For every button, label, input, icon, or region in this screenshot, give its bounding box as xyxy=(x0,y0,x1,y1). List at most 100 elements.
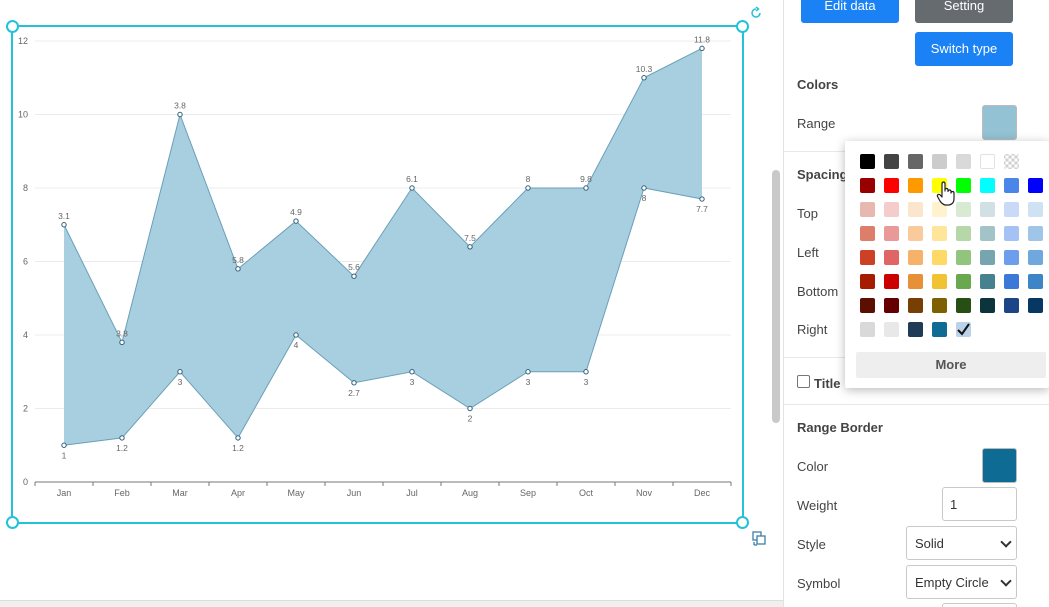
color-swatch[interactable] xyxy=(956,274,971,289)
color-swatch[interactable] xyxy=(1028,178,1043,193)
canvas-scrollbar-thumb[interactable] xyxy=(772,170,780,423)
rotate-icon[interactable] xyxy=(749,6,763,20)
upper-data-label: 6.1 xyxy=(406,174,418,184)
edit-data-button[interactable]: Edit data xyxy=(801,0,899,23)
color-swatch[interactable] xyxy=(1028,298,1043,313)
color-swatch[interactable] xyxy=(980,298,995,313)
color-swatch[interactable] xyxy=(932,274,947,289)
color-swatch[interactable] xyxy=(956,226,971,241)
more-colors-button[interactable]: More xyxy=(856,352,1046,378)
color-swatch[interactable] xyxy=(908,250,923,265)
title-checkbox-label[interactable]: Title xyxy=(814,376,841,391)
color-swatch[interactable] xyxy=(860,226,875,241)
lower-data-label: 1.2 xyxy=(116,443,128,453)
color-swatch[interactable] xyxy=(932,226,947,241)
symbol-select[interactable]: Empty Circle xyxy=(906,565,1017,599)
y-tick-label: 2 xyxy=(23,404,28,414)
spacing-bottom-label: Bottom xyxy=(797,284,839,299)
upper-data-label: 8 xyxy=(526,174,531,184)
color-swatch[interactable] xyxy=(1004,178,1019,193)
color-swatch[interactable] xyxy=(860,202,875,217)
lower-data-label: 3 xyxy=(178,377,183,387)
setting-button[interactable]: Setting xyxy=(915,0,1013,23)
color-swatch[interactable] xyxy=(980,274,995,289)
color-swatch[interactable] xyxy=(908,202,923,217)
color-swatch[interactable] xyxy=(932,154,947,169)
color-swatch[interactable] xyxy=(932,322,947,337)
color-swatch[interactable] xyxy=(1004,274,1019,289)
color-swatch[interactable] xyxy=(860,274,875,289)
color-swatch[interactable] xyxy=(1004,226,1019,241)
color-swatch[interactable] xyxy=(980,178,995,193)
color-swatch[interactable] xyxy=(1004,250,1019,265)
range-color-swatch[interactable] xyxy=(982,105,1017,140)
colors-section-title: Colors xyxy=(797,77,839,92)
x-tick-label: Jul xyxy=(406,488,418,498)
border-color-swatch[interactable] xyxy=(982,448,1017,483)
color-swatch[interactable] xyxy=(980,202,995,217)
color-swatch[interactable] xyxy=(908,322,923,337)
spacing-top-label: Top xyxy=(797,206,818,221)
color-swatch[interactable] xyxy=(1004,202,1019,217)
color-swatch[interactable] xyxy=(1028,274,1043,289)
spacing-left-label: Left xyxy=(797,245,819,260)
color-swatch[interactable] xyxy=(884,298,899,313)
color-swatch[interactable] xyxy=(860,154,875,169)
lower-data-label: 4 xyxy=(294,340,299,350)
resize-handle-bottom-left[interactable] xyxy=(6,516,19,529)
color-swatch[interactable] xyxy=(860,178,875,193)
resize-handle-top-right[interactable] xyxy=(736,20,749,33)
lower-data-label: 3 xyxy=(526,377,531,387)
x-tick-label: Feb xyxy=(114,488,130,498)
color-swatch[interactable] xyxy=(956,178,971,193)
duplicate-icon[interactable] xyxy=(751,530,769,548)
color-swatch[interactable] xyxy=(980,154,995,169)
style-select[interactable]: Solid xyxy=(906,526,1017,560)
upper-line xyxy=(63,47,703,344)
color-swatch[interactable] xyxy=(860,250,875,265)
lower-line xyxy=(63,187,703,446)
switch-type-button[interactable]: Switch type xyxy=(915,32,1013,66)
color-swatch[interactable] xyxy=(980,226,995,241)
symbol-label: Symbol xyxy=(797,576,841,591)
color-swatch[interactable] xyxy=(932,250,947,265)
title-checkbox[interactable] xyxy=(797,375,810,388)
color-swatch[interactable] xyxy=(1028,250,1043,265)
color-swatch[interactable] xyxy=(932,298,947,313)
x-tick-label: Dec xyxy=(694,488,711,498)
x-tick-label: Jan xyxy=(57,488,72,498)
color-swatch[interactable] xyxy=(884,178,899,193)
color-swatch[interactable] xyxy=(932,202,947,217)
color-swatch[interactable] xyxy=(908,154,923,169)
color-swatch[interactable] xyxy=(1028,226,1043,241)
upper-data-label: 7.5 xyxy=(464,233,476,243)
color-swatch[interactable] xyxy=(908,274,923,289)
color-swatch[interactable] xyxy=(884,154,899,169)
chart-selection-frame[interactable] xyxy=(11,25,744,524)
color-swatch[interactable] xyxy=(956,250,971,265)
color-swatch[interactable] xyxy=(956,298,971,313)
color-swatch[interactable] xyxy=(956,154,971,169)
color-swatch[interactable] xyxy=(1028,202,1043,217)
color-swatch[interactable] xyxy=(908,226,923,241)
color-swatch[interactable] xyxy=(884,250,899,265)
color-swatch[interactable] xyxy=(908,298,923,313)
color-swatch-selected[interactable] xyxy=(956,322,971,337)
weight-input[interactable]: 1 xyxy=(942,487,1017,521)
color-swatch[interactable] xyxy=(860,322,875,337)
resize-handle-bottom-right[interactable] xyxy=(736,516,749,529)
color-swatch[interactable] xyxy=(884,274,899,289)
next-input-partial xyxy=(942,603,1017,607)
resize-handle-top-left[interactable] xyxy=(6,20,19,33)
color-swatch[interactable] xyxy=(1004,298,1019,313)
color-swatch[interactable] xyxy=(884,322,899,337)
color-swatch[interactable] xyxy=(884,226,899,241)
color-swatch[interactable] xyxy=(860,298,875,313)
color-swatch[interactable] xyxy=(1004,154,1019,169)
color-swatch[interactable] xyxy=(980,250,995,265)
lower-data-label: 2 xyxy=(468,414,473,424)
color-swatch[interactable] xyxy=(908,178,923,193)
color-swatch[interactable] xyxy=(956,202,971,217)
color-swatch[interactable] xyxy=(884,202,899,217)
